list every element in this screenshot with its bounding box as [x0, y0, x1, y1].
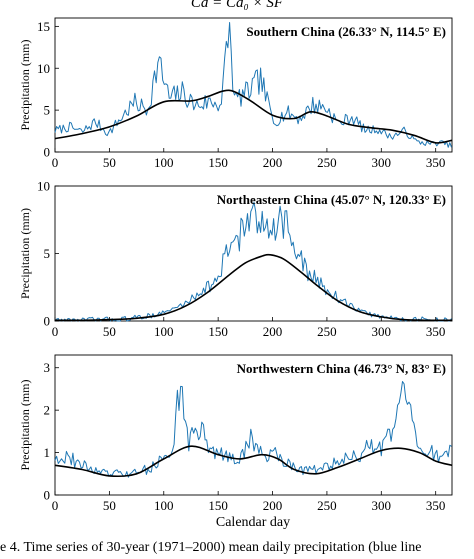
x-tick-label: 350 — [426, 498, 446, 513]
x-tick-label: 50 — [103, 498, 116, 513]
y-tick-label: 10 — [37, 61, 50, 76]
figure-caption: e 4. Time series of 30-year (1971–2000) … — [0, 540, 421, 554]
y-tick-label: 2 — [44, 403, 51, 418]
x-tick-label: 250 — [317, 498, 337, 513]
smoothed-series-line — [54, 89, 453, 144]
x-tick-label: 0 — [52, 324, 59, 339]
y-tick-label: 5 — [44, 103, 51, 118]
x-tick-label: 150 — [208, 155, 228, 170]
panel-title: Northwestern China (46.73° N, 83° E) — [237, 361, 446, 376]
x-tick-label: 150 — [208, 324, 228, 339]
smoothed-series-line — [54, 253, 453, 322]
x-tick-label: 300 — [372, 498, 392, 513]
x-tick-label: 200 — [263, 324, 283, 339]
x-tick-label: 250 — [317, 155, 337, 170]
y-tick-label: 1 — [44, 445, 51, 460]
panel-2: 0 50 100 150 200 250 300 350 0 5 10 Precipitation (… — [18, 179, 453, 339]
panel-title: Southern China (26.33° N, 114.5° E) — [246, 24, 446, 39]
y-tick-label: 0 — [44, 314, 51, 329]
plot-frame — [54, 17, 453, 153]
x-tick-label: 150 — [208, 498, 228, 513]
panel-3: 0 50 100 150 200 250 300 350 0 1 2 3 Precipitation (… — [18, 354, 453, 513]
panels: 0 50 100 150 200 250 300 350051015Precipitation… — [18, 17, 453, 513]
y-axis-label: Precipitation (mm) — [18, 40, 32, 131]
y-tick-label: 0 — [44, 145, 51, 160]
daily-series-line — [54, 381, 452, 478]
panel-title: Northeastern China (45.07° N, 120.33° E) — [217, 192, 446, 207]
y-tick-label: 5 — [44, 246, 51, 261]
x-tick-label: 350 — [426, 324, 446, 339]
x-tick-label: 100 — [154, 155, 174, 170]
y-tick-label: 0 — [44, 488, 51, 503]
formula-text: Cd = Cd₀ × SF — [191, 0, 284, 11]
daily-series-line — [54, 201, 452, 322]
x-tick-label: 300 — [372, 155, 392, 170]
panel-1: 0 50 100 150 200 250 300 350 0 5 10 15 Precipitation… — [18, 17, 453, 170]
x-tick-label: 50 — [103, 324, 116, 339]
y-tick-label: 15 — [37, 19, 50, 34]
x-tick-label: 250 — [317, 324, 337, 339]
y-axis-label: Precipitation (mm) — [18, 380, 32, 471]
x-tick-label: 100 — [154, 498, 174, 513]
y-tick-label: 10 — [37, 179, 50, 194]
x-tick-label: 100 — [154, 324, 174, 339]
y-tick-label: 3 — [44, 360, 51, 375]
x-tick-label: 200 — [263, 155, 283, 170]
y-axis-label: Precipitation (mm) — [18, 208, 32, 299]
x-tick-label: 0 — [52, 155, 59, 170]
x-tick-label: 350 — [426, 155, 446, 170]
daily-series-line — [54, 22, 452, 148]
x-tick-label: 0 — [52, 498, 59, 513]
x-tick-label: 200 — [263, 498, 283, 513]
plot-frame — [54, 354, 453, 496]
smoothed-series-line — [54, 445, 453, 478]
x-axis-label: Calendar day — [216, 515, 290, 530]
x-tick-label: 50 — [103, 155, 116, 170]
x-tick-label: 300 — [372, 324, 392, 339]
